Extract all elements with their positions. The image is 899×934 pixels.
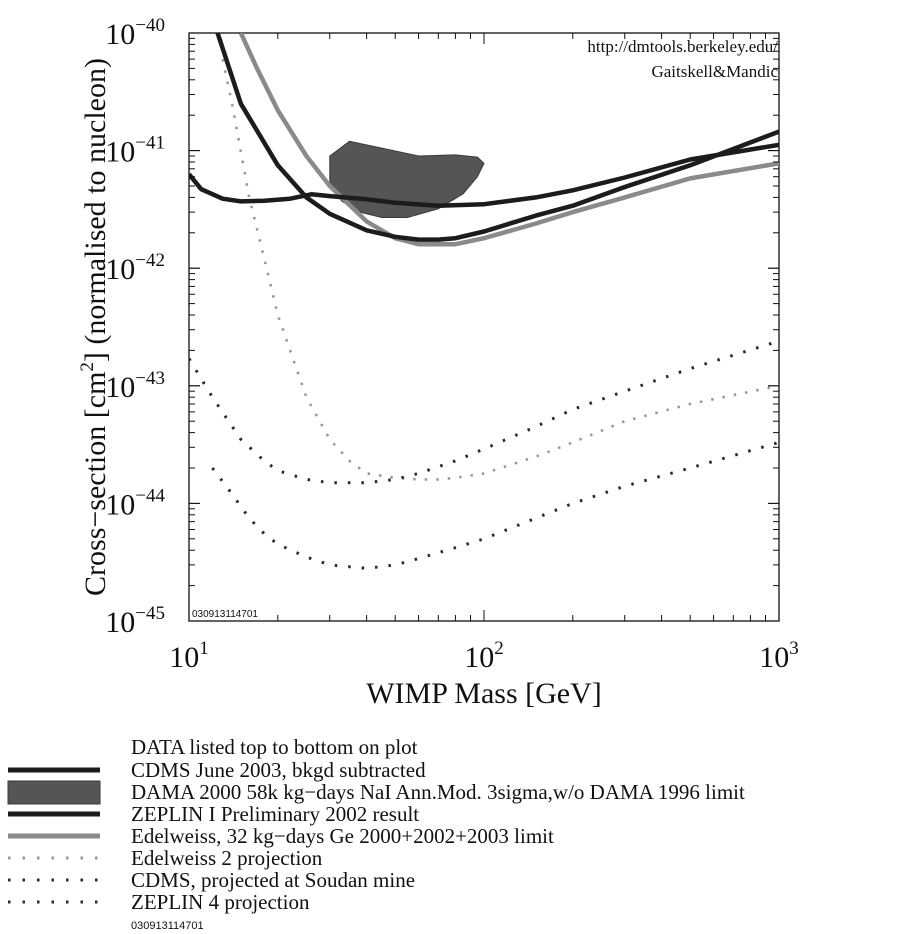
credit-url: http://dmtools.berkeley.edu/ (587, 37, 778, 56)
x-tick-label: 101 (169, 638, 209, 674)
y-tick-label: 10−43 (105, 368, 165, 404)
legend-title: DATA listed top to bottom on plot (131, 735, 418, 759)
x-tick-label-base: 10 (759, 641, 789, 674)
y-tick-label-base: 10 (105, 371, 135, 404)
legend-label-4: Edelweiss 2 projection (131, 846, 323, 870)
x-axis-label: WIMP Mass [GeV] (366, 677, 602, 710)
x-tick-label-base: 10 (464, 641, 494, 674)
legend-label-2: ZEPLIN I Preliminary 2002 result (131, 802, 419, 826)
plot-stamp: 030913114701 (192, 609, 258, 620)
x-tick-label: 103 (759, 638, 799, 674)
y-tick-label-base: 10 (105, 253, 135, 286)
x-tick-label-exponent: 1 (199, 638, 209, 659)
legend-swatch-1 (7, 780, 101, 805)
legend-label-5: CDMS, projected at Soudan mine (131, 868, 415, 892)
x-tick-label-exponent: 2 (494, 638, 504, 659)
y-tick-label-exponent: −40 (135, 15, 165, 36)
x-tick-label-base: 10 (169, 641, 199, 674)
y-tick-label: 10−44 (105, 485, 165, 521)
y-tick-label-base: 10 (105, 606, 135, 639)
x-tick-label: 102 (464, 638, 504, 674)
legend: DATA listed top to bottom on plot 030913… (7, 735, 745, 932)
y-tick-label-base: 10 (105, 488, 135, 521)
y-tick-label-base: 10 (105, 136, 135, 169)
y-axis-label-pre: Cross−section [cm (79, 372, 112, 596)
y-tick-label: 10−40 (105, 15, 165, 51)
y-tick-label-exponent: −45 (135, 603, 165, 624)
y-tick-label-exponent: −43 (135, 368, 165, 389)
series-line-5 (189, 339, 779, 485)
y-tick-label: 10−45 (105, 603, 165, 639)
credit-authors: Gaitskell&Mandic (651, 62, 778, 81)
y-tick-label-exponent: −44 (135, 485, 165, 506)
series-line-0 (215, 33, 779, 242)
legend-label-3: Edelweiss, 32 kg−days Ge 2000+2002+2003 … (131, 824, 554, 848)
series-line-2 (189, 142, 779, 208)
y-tick-label-exponent: −42 (135, 250, 165, 271)
series-layer (189, 33, 779, 570)
legend-stamp: 030913114701 (131, 920, 204, 932)
y-axis-label-post: ] (normalised to nucleon) (79, 58, 112, 362)
legend-label-1: DAMA 2000 58k kg−days NaI Ann.Mod. 3sigm… (131, 780, 745, 804)
y-tick-label: 10−41 (105, 133, 165, 169)
y-axis-label-sup: 2 (77, 362, 98, 372)
legend-label-6: ZEPLIN 4 projection (131, 890, 310, 914)
series-line-3 (238, 33, 779, 247)
legend-label-0: CDMS June 2003, bkgd subtracted (131, 758, 426, 782)
y-tick-label: 10−42 (105, 250, 165, 286)
plot-frame (188, 32, 780, 622)
x-tick-label-exponent: 3 (789, 638, 799, 659)
y-tick-label-exponent: −41 (135, 133, 165, 154)
y-axis-label: Cross−section [cm2] (normalised to nucle… (77, 58, 112, 596)
y-tick-label-base: 10 (105, 18, 135, 51)
